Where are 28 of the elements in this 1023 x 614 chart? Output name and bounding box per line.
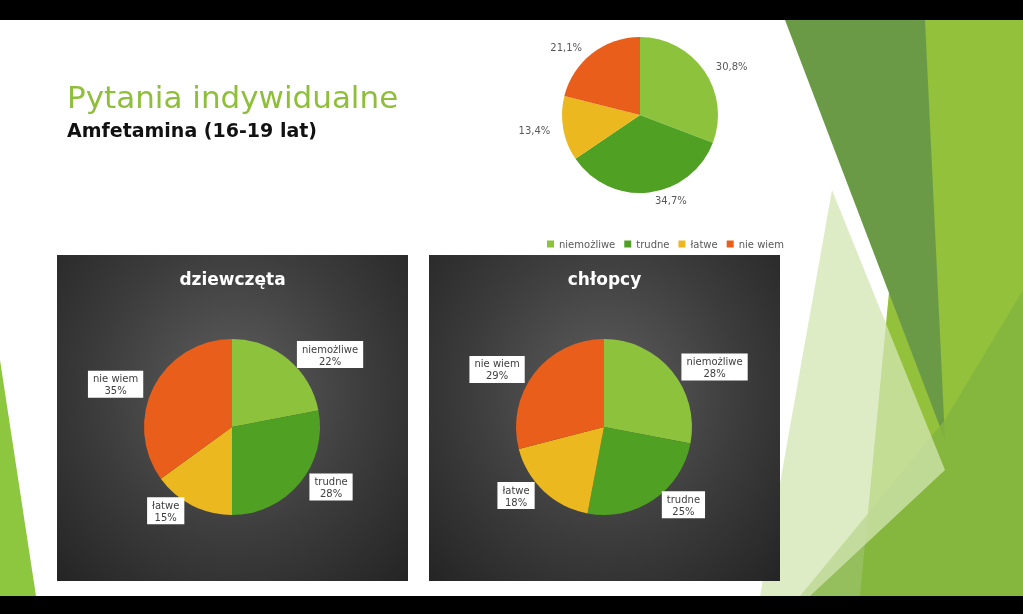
chart-title: chłopcy: [567, 268, 642, 289]
data-label: 30,8%: [715, 60, 748, 72]
data-label: 18%: [504, 496, 528, 508]
slice-label: trudne: [666, 493, 701, 505]
data-label: 25%: [672, 505, 695, 517]
legend-label: niemożliwe: [559, 238, 616, 250]
data-label: 21,1%: [550, 41, 583, 53]
slice-label: nie wiem: [474, 358, 520, 370]
slice-label: nie wiem: [92, 373, 139, 385]
slice-label: niemożliwe: [301, 343, 359, 355]
slice-label: trudne: [314, 475, 348, 487]
data-label: 28%: [703, 368, 726, 380]
text: Pytania indywidualne: [67, 78, 399, 115]
legend-label: nie wiem: [738, 238, 785, 250]
data-label: 15%: [154, 511, 177, 523]
legend-label: łatwe: [690, 238, 718, 250]
chart-title: dziewczęta: [179, 268, 286, 289]
data-label: 22%: [318, 355, 342, 367]
data-label: 13,4%: [518, 124, 551, 136]
data-label: 34,7%: [654, 194, 687, 206]
data-label: 29%: [485, 370, 509, 382]
legend-label: trudne: [636, 238, 670, 250]
text: Amfetamina (16-19 lat): [67, 118, 317, 141]
slice-label: łatwe: [502, 484, 530, 496]
data-label: 35%: [104, 385, 127, 397]
data-label: 28%: [319, 487, 343, 499]
slice-label: niemożliwe: [686, 356, 743, 368]
slice-label: łatwe: [152, 499, 180, 511]
